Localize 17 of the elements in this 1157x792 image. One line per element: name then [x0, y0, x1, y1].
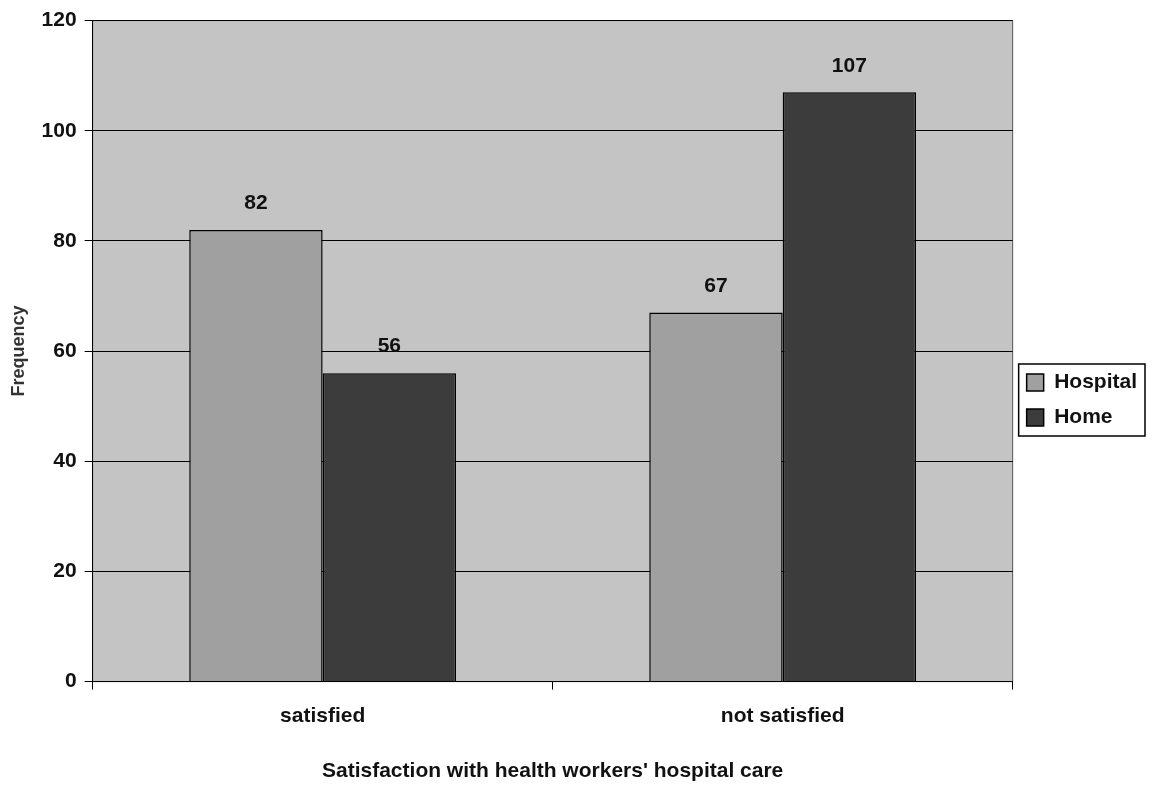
legend-label: Home	[1054, 404, 1113, 428]
data-label: 82	[244, 190, 268, 214]
y-axis-title: Frequency	[7, 305, 28, 397]
y-tick-label: 80	[53, 227, 77, 251]
x-tick-label: not satisfied	[720, 703, 845, 726]
data-label: 56	[377, 333, 402, 357]
y-tick-label: 0	[64, 668, 77, 692]
y-tick-label: 60	[53, 337, 77, 361]
y-tick-label: 100	[41, 117, 77, 141]
data-label: 107	[831, 52, 867, 76]
x-tick-label: satisfied	[280, 703, 366, 726]
x-axis-title: Satisfaction with health workers' hospital care	[322, 758, 784, 782]
y-tick-label: 120	[41, 7, 77, 31]
y-tick-label: 20	[53, 558, 77, 582]
legend-label: Hospital	[1054, 369, 1137, 393]
data-label: 67	[704, 272, 728, 296]
y-tick-label: 40	[53, 448, 77, 472]
